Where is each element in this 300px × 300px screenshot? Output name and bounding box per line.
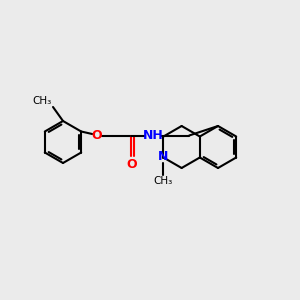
Text: N: N bbox=[158, 150, 169, 163]
Text: NH: NH bbox=[143, 129, 164, 142]
Text: O: O bbox=[127, 158, 137, 170]
Text: CH₃: CH₃ bbox=[33, 96, 52, 106]
Text: O: O bbox=[92, 129, 103, 142]
Text: CH₃: CH₃ bbox=[154, 176, 173, 187]
